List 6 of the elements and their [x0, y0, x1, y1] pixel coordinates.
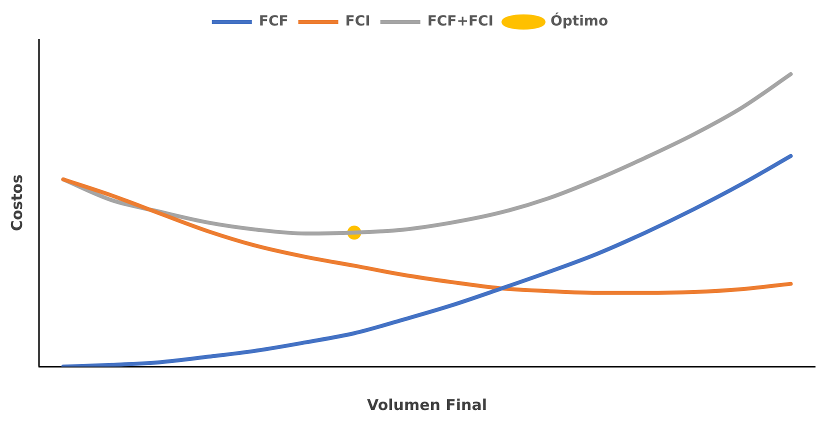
legend-label: FCI [345, 14, 370, 30]
legend-label: FCF+FCI [427, 14, 494, 30]
legend-label: Óptimo [550, 12, 609, 30]
x-axis-title: Volumen Final [367, 396, 487, 414]
legend-label: FCF [258, 14, 288, 30]
y-axis-title: Costos [8, 174, 26, 232]
